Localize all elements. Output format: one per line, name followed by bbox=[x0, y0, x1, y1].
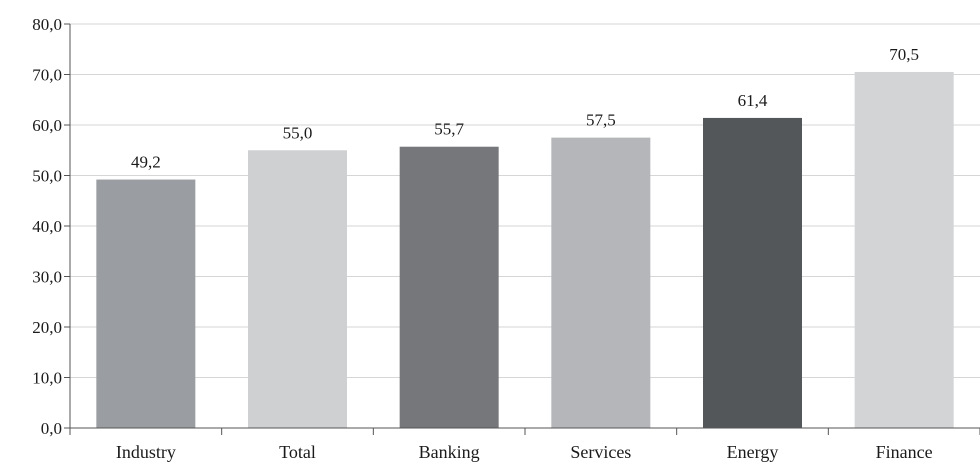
data-label: 70,5 bbox=[889, 45, 919, 64]
x-axis: Industry Total Banking Services Energy Financ… bbox=[69, 427, 980, 462]
y-tick-label: 40,0 bbox=[32, 217, 62, 236]
y-tick-label: 0,0 bbox=[41, 419, 62, 438]
bar-energy bbox=[703, 117, 802, 429]
x-tick-label: Industry bbox=[116, 442, 176, 462]
data-label: 49,2 bbox=[131, 153, 161, 172]
x-tick-label: Banking bbox=[419, 442, 480, 462]
x-tick-label: Services bbox=[570, 442, 631, 462]
x-tick-label: Finance bbox=[876, 442, 933, 462]
data-label: 55,7 bbox=[434, 120, 464, 139]
y-axis: 0,0 10,0 20,0 30,0 40,0 50,0 60,0 70,0 80,0 bbox=[32, 15, 71, 438]
y-tick-label: 60,0 bbox=[32, 116, 62, 135]
data-label: 55,0 bbox=[283, 123, 313, 142]
y-tick-label: 70,0 bbox=[32, 66, 62, 85]
bar-industry bbox=[96, 179, 196, 428]
gridlines bbox=[70, 23, 980, 378]
data-label: 61,4 bbox=[738, 91, 768, 110]
y-tick-label: 80,0 bbox=[32, 15, 62, 34]
y-tick-label: 50,0 bbox=[32, 167, 62, 186]
x-tick-label: Energy bbox=[727, 442, 779, 462]
bar-banking bbox=[399, 146, 499, 428]
x-tick-label: Total bbox=[279, 442, 316, 462]
data-label: 57,5 bbox=[586, 111, 616, 130]
bars bbox=[96, 71, 954, 429]
y-tick-label: 10,0 bbox=[32, 369, 62, 388]
bar-total bbox=[248, 150, 347, 428]
bar-services bbox=[551, 137, 651, 428]
bar-finance bbox=[854, 71, 954, 428]
data-labels: 49,2 55,0 55,7 57,5 61,4 70,5 bbox=[131, 45, 919, 172]
y-tick-label: 30,0 bbox=[32, 268, 62, 287]
y-tick-label: 20,0 bbox=[32, 318, 62, 337]
